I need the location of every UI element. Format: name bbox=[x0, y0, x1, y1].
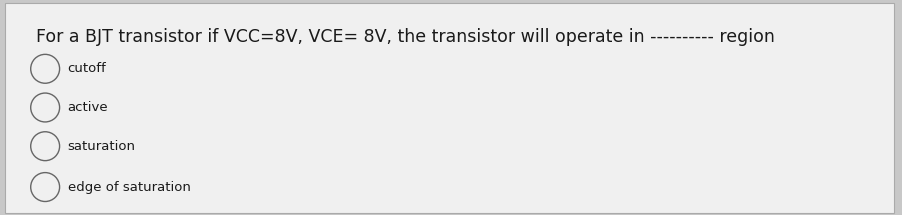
Ellipse shape bbox=[31, 173, 60, 201]
Text: For a BJT transistor if VCC=8V, VCE= 8V, the transistor will operate in --------: For a BJT transistor if VCC=8V, VCE= 8V,… bbox=[36, 28, 774, 46]
Ellipse shape bbox=[31, 54, 60, 83]
Text: cutoff: cutoff bbox=[68, 62, 106, 75]
Text: active: active bbox=[68, 101, 108, 114]
Ellipse shape bbox=[31, 93, 60, 122]
Ellipse shape bbox=[31, 132, 60, 161]
FancyBboxPatch shape bbox=[5, 3, 893, 213]
Text: edge of saturation: edge of saturation bbox=[68, 181, 190, 194]
Text: saturation: saturation bbox=[68, 140, 135, 153]
